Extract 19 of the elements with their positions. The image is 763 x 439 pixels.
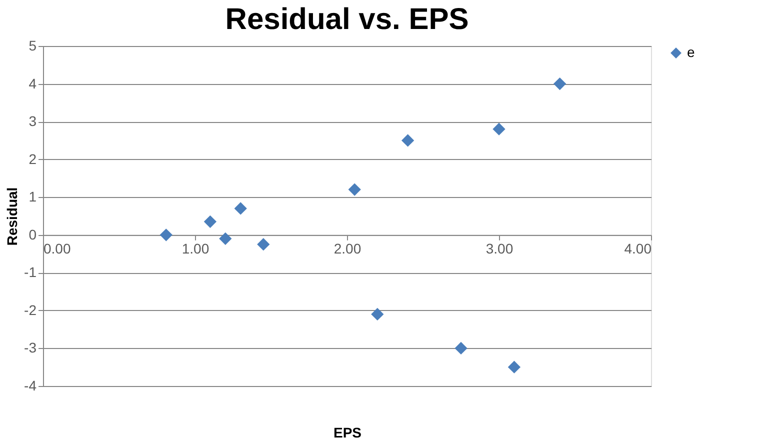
x-axis-title: EPS: [333, 424, 362, 439]
y-tick-label: -2: [24, 302, 37, 318]
y-tick-label: 4: [28, 75, 37, 92]
chart-title: Residual vs. EPS: [225, 3, 469, 36]
legend-label: e: [687, 44, 695, 60]
x-tick-label: 2.00: [334, 240, 362, 256]
y-tick-label: -4: [24, 378, 37, 394]
y-tick-label: 0: [28, 226, 37, 242]
x-tick-label: 1.00: [182, 240, 210, 256]
y-tick-label: -1: [24, 264, 37, 280]
y-tick-label: 1: [28, 188, 37, 205]
y-tick-label: 5: [28, 38, 37, 54]
y-axis-title: Residual: [4, 187, 20, 246]
y-tick-label: 3: [28, 113, 37, 130]
x-tick-label: 0.00: [44, 240, 71, 256]
y-tick-label: -3: [24, 340, 37, 356]
x-tick-label: 4.00: [624, 240, 652, 256]
y-tick-label: 2: [28, 150, 37, 167]
x-tick-label: 3.00: [486, 240, 514, 256]
